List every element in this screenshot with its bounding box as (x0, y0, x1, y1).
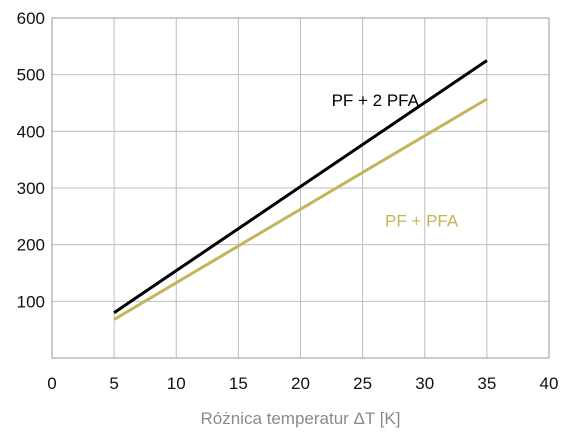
y-tick-labels: 100 200 300 400 500 600 (17, 9, 45, 311)
x-tick-label: 15 (229, 374, 248, 393)
y-tick-label: 500 (17, 66, 45, 85)
x-tick-label: 5 (109, 374, 118, 393)
grid-layer (52, 18, 549, 358)
x-tick-label: 25 (353, 374, 372, 393)
x-tick-label: 10 (167, 374, 186, 393)
y-tick-label: 400 (17, 122, 45, 141)
series-layer (113, 59, 488, 321)
series-label-pf-2pfa: PF + 2 PFA (332, 91, 420, 110)
x-tick-label: 40 (540, 374, 559, 393)
x-tick-label: 35 (477, 374, 496, 393)
series-label-pf-pfa: PF + PFA (385, 211, 459, 230)
y-tick-label: 300 (17, 179, 45, 198)
series-line-0 (113, 59, 488, 314)
y-tick-label: 200 (17, 236, 45, 255)
series-label-layer: PF + 2 PFA PF + PFA (332, 91, 459, 230)
y-tick-label: 100 (17, 292, 45, 311)
x-tick-labels: 0 5 10 15 20 25 30 35 40 (47, 374, 558, 393)
plot-frame (51, 17, 550, 359)
y-tick-label: 600 (17, 9, 45, 28)
x-tick-label: 20 (291, 374, 310, 393)
x-tick-label: 0 (47, 374, 56, 393)
series-line-1 (113, 97, 488, 321)
x-tick-label: 30 (415, 374, 434, 393)
x-axis-title: Różnica temperatur ΔT [K] (200, 409, 400, 428)
